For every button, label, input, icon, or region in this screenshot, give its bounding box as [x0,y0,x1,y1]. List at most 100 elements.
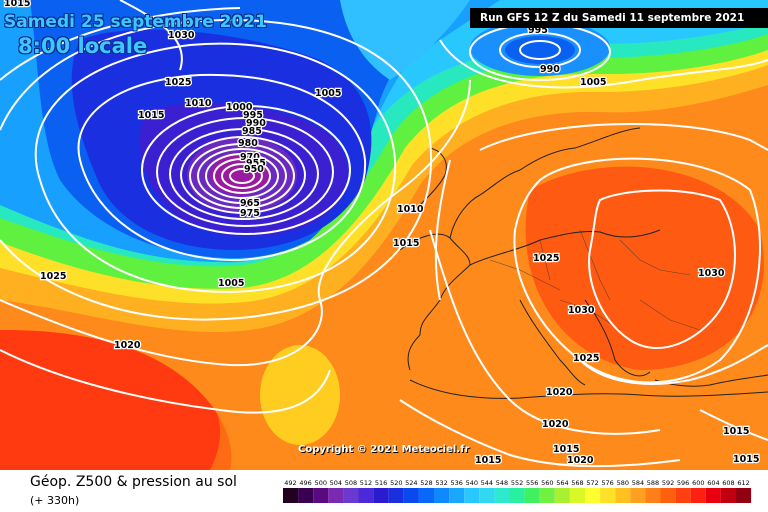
scale-swatch [464,488,480,503]
isobar-label: 1025 [573,353,599,364]
isobar-label: 950 [244,164,264,175]
scale-tick-label: 492 [284,479,296,487]
scale-swatch [660,488,676,503]
legend-footer: Géop. Z500 & pression au sol (+ 330h) [0,470,768,512]
scale-swatch [434,488,450,503]
scale-tick-label: 508 [345,479,357,487]
isobar-label: 1015 [475,455,501,466]
scale-swatch [630,488,646,503]
isobar-label: 990 [246,118,266,129]
color-scale: 492 496 500 504 508 512 516 520 524 528 532 536 540 5… [283,479,752,503]
z500-field-atlantic-yellow [260,345,340,445]
isobar-label: 1020 [114,340,141,351]
scale-tick-label: 540 [466,479,478,487]
legend-title: Géop. Z500 & pression au sol [30,474,237,490]
isobar-label: 995 [243,110,263,121]
scale-swatch [509,488,525,503]
scale-swatch [645,488,661,503]
scale-swatch [690,488,706,503]
isobar-label: 1025 [533,253,559,264]
scale-swatch [720,488,736,503]
scale-swatch [298,488,314,503]
scale-swatch [358,488,374,503]
scale-swatch [373,488,389,503]
scale-swatch [539,488,555,503]
scale-tick-label: 560 [541,479,553,487]
map-date: Samedi 25 septembre 2021 [4,12,267,32]
scale-swatch [418,488,434,503]
scale-tick-label: 592 [662,479,674,487]
isobar-label: 970 [240,152,260,163]
scale-tick-label: 568 [571,479,583,487]
z500-field-yellow [0,45,768,304]
weather-map: 1015 1030 1025 1015 1010 1000 995 990 98… [0,0,768,470]
scale-swatch [494,488,510,503]
scale-swatch [343,488,359,503]
scale-tick-label: 572 [586,479,598,487]
scale-swatch [705,488,721,503]
isobar-label: 1030 [698,268,725,279]
scale-swatch [403,488,419,503]
isobar-label: 1010 [185,98,212,109]
isobar-label: 1025 [165,77,191,88]
isobar-labels: 1015 1030 1025 1015 1010 1000 995 990 98… [3,0,761,467]
isobar-label: 1005 [580,77,606,88]
isobar-label: 1030 [168,30,195,41]
z500-field-green [0,30,768,289]
scale-tick-label: 604 [707,479,719,487]
scale-tick-label: 584 [632,479,644,487]
legend-subtitle: (+ 330h) [30,494,80,507]
scale-tick-label: 588 [647,479,659,487]
z500-field-east-red [525,166,764,370]
scale-tick-label: 564 [556,479,568,487]
z500-field-greenland [340,0,470,80]
borders [489,229,701,331]
isobar-label: 985 [242,126,262,137]
isobar-label: 990 [540,64,560,75]
scale-swatch [736,488,752,503]
scale-swatch [283,488,299,503]
copyright-text: Copyright © 2021 Meteociel.fr [298,444,470,455]
scale-tick-label: 556 [526,479,538,487]
scale-swatch [524,488,540,503]
z500-field-ne-low-core [505,36,575,64]
scale-tick-label: 576 [601,479,613,487]
scale-tick-label: 536 [450,479,462,487]
isobar-label: 1020 [546,387,573,398]
scale-swatch [313,488,329,503]
scale-tick-label: 516 [375,479,387,487]
coastlines [399,127,768,399]
run-banner: Run GFS 12 Z du Samedi 11 septembre 2021 [470,8,768,28]
scale-tick-label: 496 [299,479,311,487]
scale-swatch [328,488,344,503]
isobar-label: 1015 [733,454,759,465]
scale-swatch [600,488,616,503]
scale-swatch [569,488,585,503]
isobar-label: 1005 [218,278,244,289]
scale-tick-label: 500 [315,479,327,487]
scale-swatch [585,488,601,503]
scale-tick-label: 548 [496,479,508,487]
z500-field-lightgreen [0,20,768,267]
isobar-label: 1000 [226,102,253,113]
isobar-label: 1015 [393,238,419,249]
isobar-label: 1015 [553,444,579,455]
scale-tick-label: 544 [481,479,493,487]
scale-swatch [479,488,495,503]
scale-swatch [449,488,465,503]
isobars [0,0,768,468]
scale-tick-label: 512 [360,479,372,487]
scale-swatch [554,488,570,503]
scale-tick-label: 532 [435,479,447,487]
isobar-label: 1025 [40,271,66,282]
isobar-label: 1020 [542,419,569,430]
isobar-label: 1010 [397,204,424,215]
isobar-label: 1020 [567,455,594,466]
scale-swatch [388,488,404,503]
scale-tick-label: 600 [692,479,704,487]
isobar-label: 1015 [723,426,749,437]
scale-tick-label: 612 [737,479,749,487]
isobar-label: 1015 [138,110,164,121]
isobar-label: 1015 [4,0,30,9]
scale-tick-label: 504 [330,479,342,487]
